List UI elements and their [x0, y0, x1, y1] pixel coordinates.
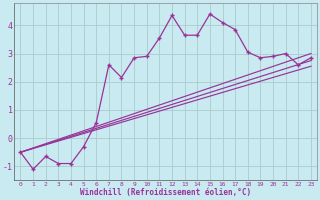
X-axis label: Windchill (Refroidissement éolien,°C): Windchill (Refroidissement éolien,°C) [80, 188, 251, 197]
